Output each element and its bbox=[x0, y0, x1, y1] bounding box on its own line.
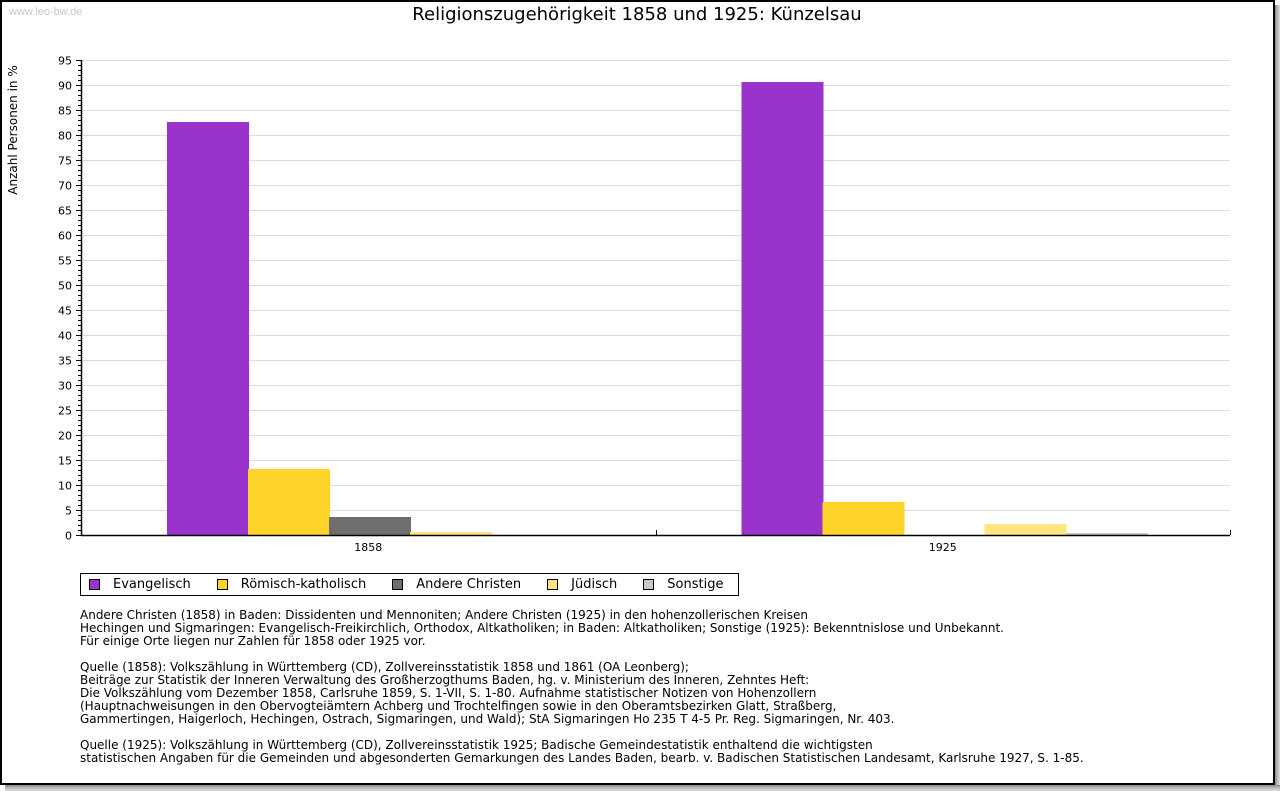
y-tick-label: 50 bbox=[58, 280, 72, 293]
note-line: Gammertingen, Haigerloch, Hechingen, Ost… bbox=[80, 712, 895, 726]
legend-swatch-icon bbox=[392, 579, 404, 590]
y-tick-label: 0 bbox=[65, 530, 72, 543]
legend-swatch-icon bbox=[216, 579, 228, 590]
note-paragraph: Quelle (1858): Volkszählung in Württembe… bbox=[80, 661, 1084, 726]
legend-label: Römisch-katholisch bbox=[240, 577, 367, 592]
legend-swatch-icon bbox=[643, 579, 655, 590]
x-tick-label: 1925 bbox=[929, 541, 957, 554]
frame-shadow-right bbox=[1275, 5, 1280, 791]
x-tick-labels: 1858 1925 bbox=[354, 541, 957, 554]
frame-shadow-bottom bbox=[5, 785, 1280, 791]
notes: Andere Christen (1858) in Baden: Disside… bbox=[80, 609, 1084, 778]
y-tick-label: 5 bbox=[65, 505, 72, 518]
y-tick-label: 70 bbox=[58, 180, 72, 193]
legend-swatch-icon bbox=[89, 579, 100, 590]
legend-label: Jüdisch bbox=[571, 577, 618, 592]
bar-andere-christen-1858 bbox=[329, 517, 411, 535]
legend-item: Andere Christen bbox=[392, 577, 521, 592]
bar-sonstige-1925 bbox=[1065, 533, 1148, 535]
bar-j-disch-1858 bbox=[410, 532, 492, 535]
x-tick-label: 1858 bbox=[354, 541, 382, 554]
bar-r-misch-katholisch-1858 bbox=[248, 469, 330, 535]
note-line: (Hauptnachweisungen in den Obervogteiämt… bbox=[80, 699, 837, 713]
note-line: statistischen Angaben für die Gemeinden … bbox=[80, 751, 1084, 765]
y-tick-label: 85 bbox=[58, 105, 72, 118]
chart-title: Religionszugehörigkeit 1858 und 1925: Kü… bbox=[412, 4, 862, 25]
y-tick-label: 95 bbox=[58, 55, 72, 68]
y-tick-label: 25 bbox=[58, 405, 72, 418]
axes bbox=[76, 60, 1231, 537]
y-tick-label: 30 bbox=[58, 380, 72, 393]
y-tick-label: 55 bbox=[58, 255, 72, 268]
legend-item: Evangelisch bbox=[89, 577, 191, 592]
y-axis-label: Anzahl Personen in % bbox=[6, 65, 20, 195]
note-line: Die Volkszählung vom Dezember 1858, Carl… bbox=[80, 686, 817, 700]
y-tick-label: 45 bbox=[58, 305, 72, 318]
y-tick-label: 40 bbox=[58, 330, 72, 343]
bars bbox=[167, 82, 1148, 535]
y-tick-label: 75 bbox=[58, 155, 72, 168]
legend-item: Jüdisch bbox=[547, 577, 617, 592]
legend-label: Andere Christen bbox=[416, 577, 522, 592]
watermark: www.leo-bw.de bbox=[9, 6, 83, 18]
y-tick-label: 15 bbox=[58, 455, 72, 468]
note-line: Für einige Orte liegen nur Zahlen für 18… bbox=[80, 634, 426, 648]
note-line: Beiträge zur Statistik der Inneren Verwa… bbox=[80, 673, 810, 687]
y-tick-label: 60 bbox=[58, 230, 72, 243]
grid-lines bbox=[81, 60, 1230, 511]
bar-chart: 0 5 10 15 20 25 30 35 40 45 50 55 60 65 70 75 80 85 90 95 1… bbox=[6, 55, 1231, 554]
legend-label: Sonstige bbox=[667, 577, 724, 592]
bar-evangelisch-1925 bbox=[741, 82, 824, 535]
bar-j-disch-1925 bbox=[984, 524, 1067, 535]
note-line: Hechingen und Sigmaringen: Evangelisch-F… bbox=[80, 621, 1004, 635]
note-paragraph: Quelle (1925): Volkszählung in Württembe… bbox=[80, 739, 1084, 765]
note-line: Quelle (1925): Volkszählung in Württembe… bbox=[80, 738, 873, 752]
note-line: Andere Christen (1858) in Baden: Disside… bbox=[80, 608, 808, 622]
legend-item: Römisch-katholisch bbox=[216, 577, 367, 592]
bar-evangelisch-1858 bbox=[167, 122, 249, 535]
y-tick-label: 90 bbox=[58, 80, 72, 93]
note-line: Quelle (1858): Volkszählung in Württembe… bbox=[80, 660, 689, 674]
legend-swatch-icon bbox=[547, 579, 559, 590]
y-tick-labels: 0 5 10 15 20 25 30 35 40 45 50 55 60 65 70 75 80 85 90 95 bbox=[58, 55, 72, 543]
y-tick-label: 35 bbox=[58, 355, 72, 368]
legend: Evangelisch Römisch-katholisch Andere Chri… bbox=[80, 573, 739, 596]
y-tick-label: 20 bbox=[58, 430, 72, 443]
bar-r-misch-katholisch-1925 bbox=[822, 502, 905, 535]
y-tick-label: 10 bbox=[58, 480, 72, 493]
y-tick-label: 65 bbox=[58, 205, 72, 218]
legend-item: Sonstige bbox=[643, 577, 723, 592]
legend-label: Evangelisch bbox=[113, 577, 191, 592]
y-tick-label: 80 bbox=[58, 130, 72, 143]
note-paragraph: Andere Christen (1858) in Baden: Disside… bbox=[80, 609, 1084, 648]
